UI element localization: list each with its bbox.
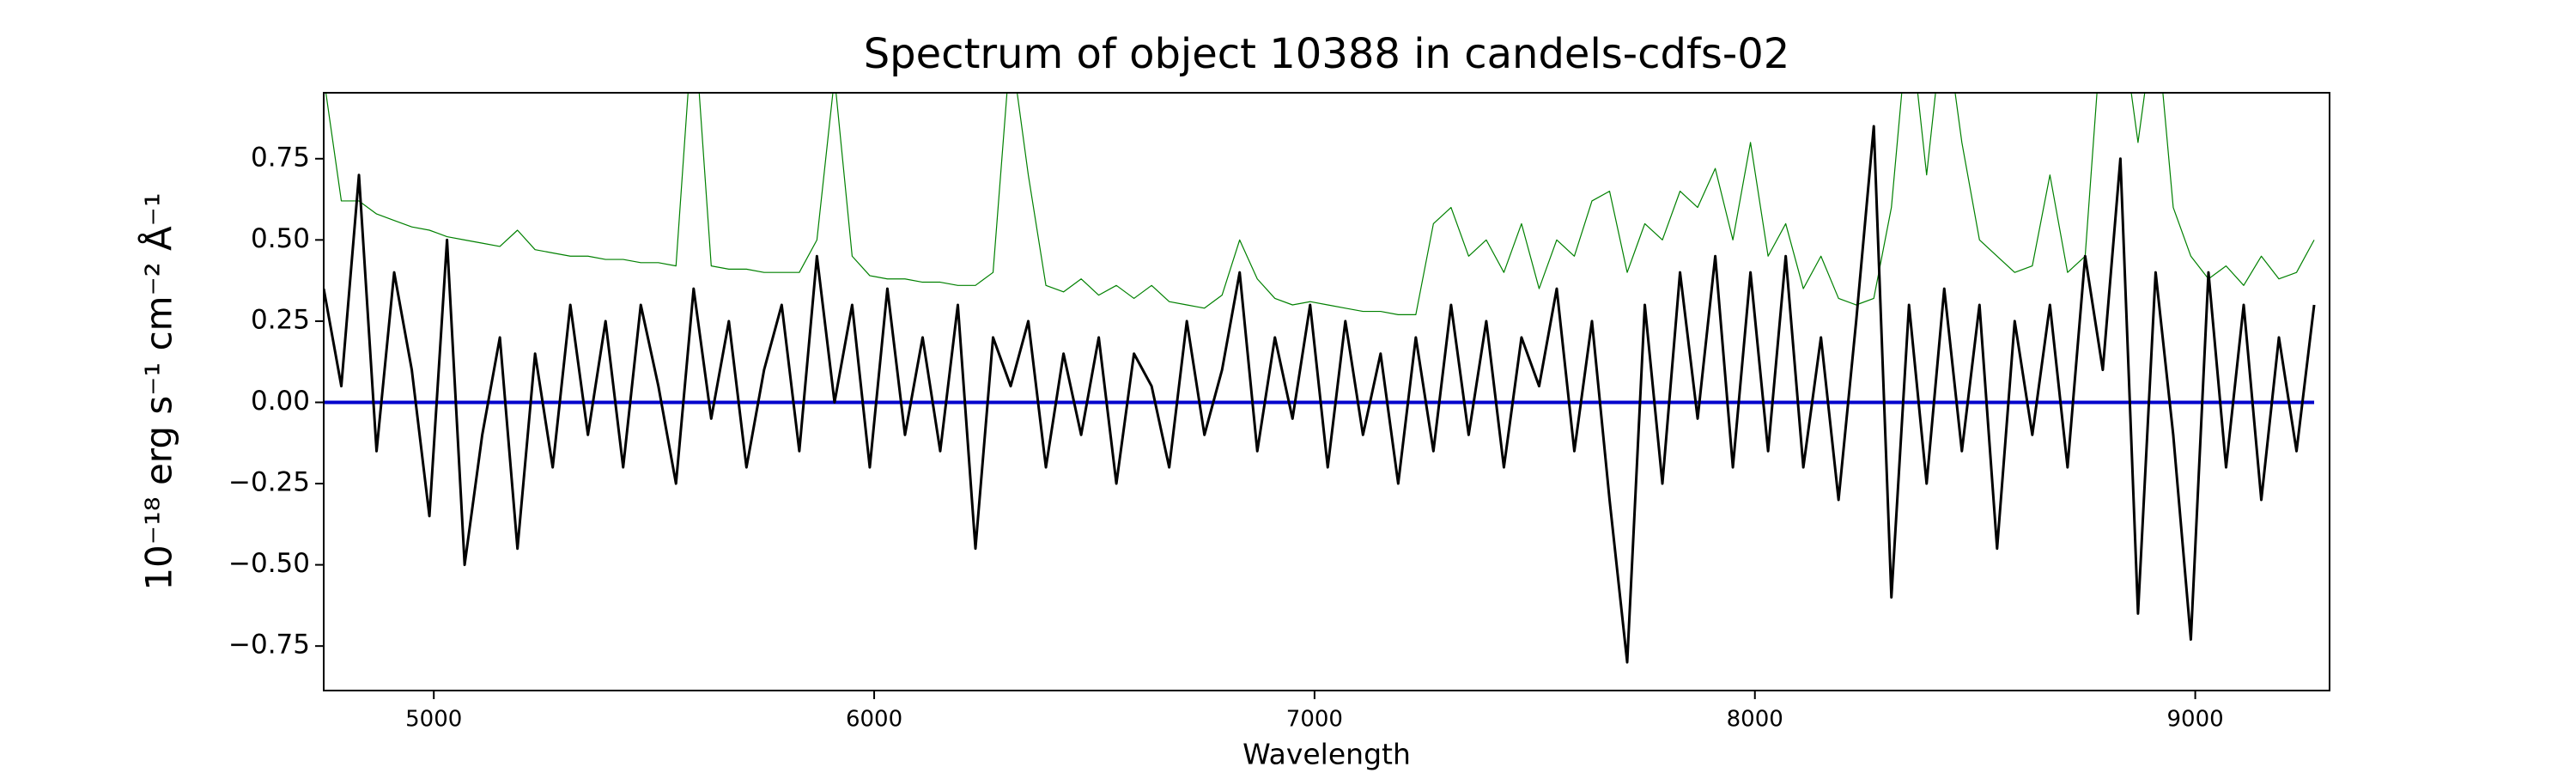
x-tick-label: 6000	[846, 707, 902, 733]
y-tick-label: −0.50	[228, 548, 310, 579]
y-tick-label: 0.75	[251, 142, 310, 173]
x-tick-label: 9000	[2166, 707, 2223, 733]
y-tick-label: 0.50	[251, 223, 310, 254]
y-tick-label: −0.25	[228, 467, 310, 498]
y-axis-label: 10⁻¹⁸ erg s⁻¹ cm⁻² Å⁻¹	[137, 192, 180, 590]
plot-area	[324, 93, 2316, 664]
y-tick-label: 0.25	[251, 304, 310, 335]
x-tick-label: 7000	[1286, 707, 1343, 733]
y-tick-label: −0.75	[228, 630, 310, 660]
spectrum-line	[324, 125, 2316, 664]
y-tick-label: 0.00	[251, 386, 310, 417]
chart-title: Spectrum of object 10388 in candels-cdfs…	[864, 30, 1790, 78]
spectrum-line	[325, 93, 2315, 315]
x-tick-label: 8000	[1727, 707, 1783, 733]
x-axis-label: Wavelength	[1242, 738, 1411, 771]
x-tick-label: 5000	[405, 707, 462, 733]
plot-frame	[323, 92, 2330, 691]
